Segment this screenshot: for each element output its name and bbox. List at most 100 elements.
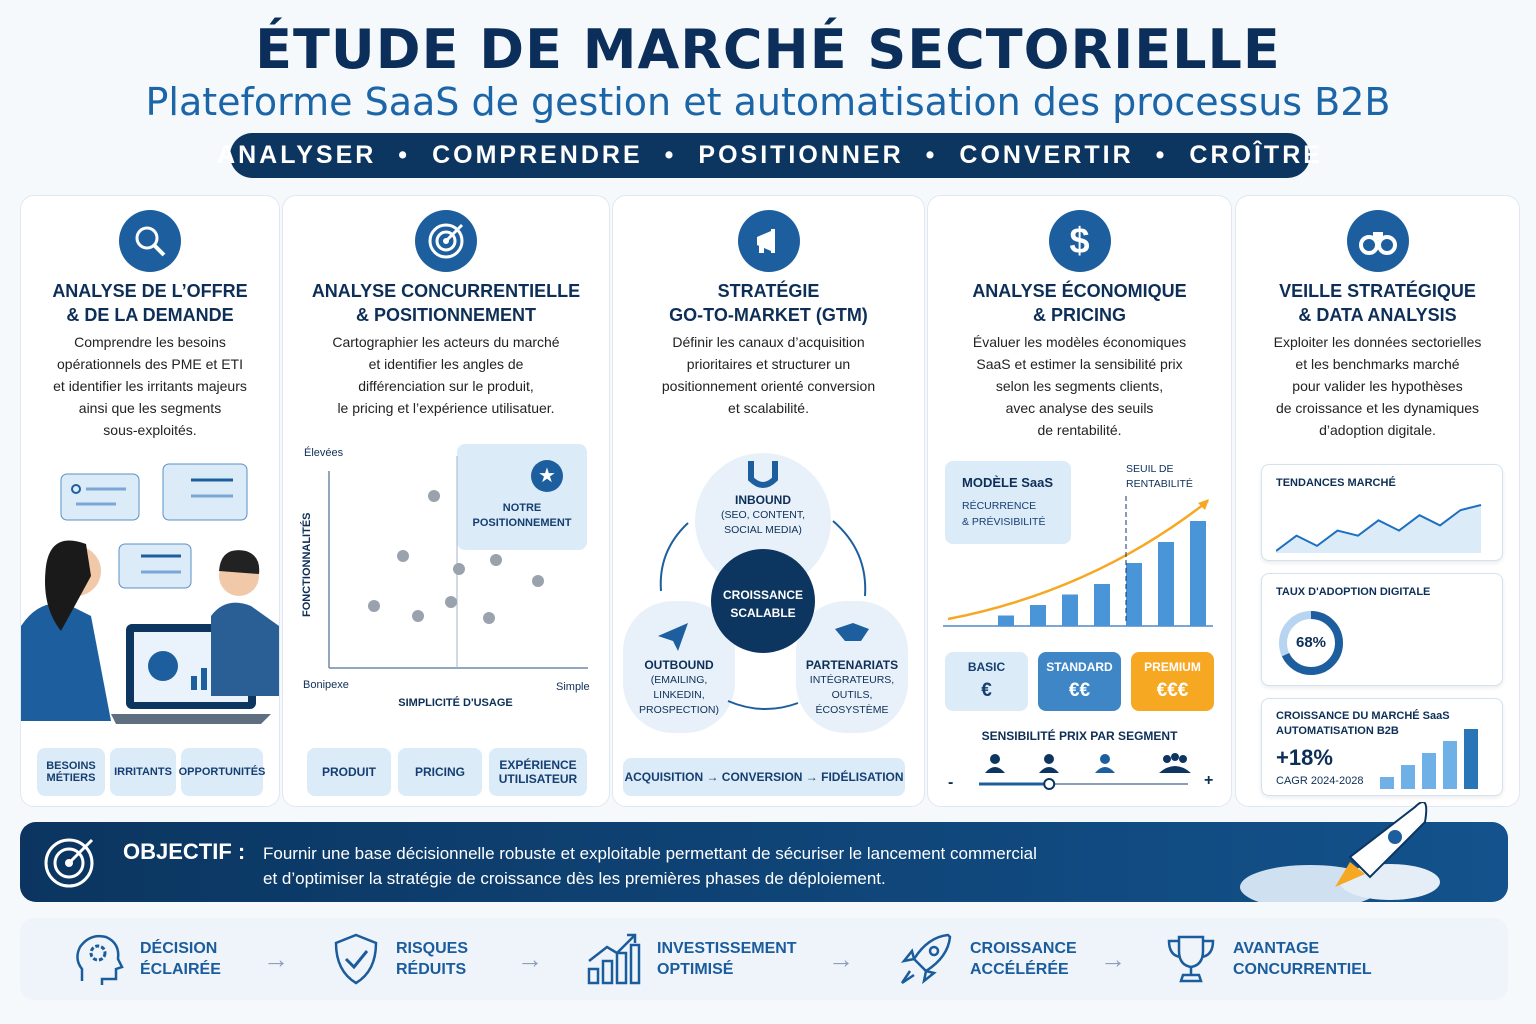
benefit-investissement: INVESTISSEMENT OPTIMISÉ: [585, 918, 807, 1000]
plan-name: STANDARD: [1046, 660, 1113, 674]
dollar-icon: $: [1048, 210, 1111, 272]
arrow-icon: →: [263, 944, 289, 974]
center-croissance: CROISSANCE SCALABLE: [722, 588, 803, 620]
tag-opportunites: OPPORTUNITÉS: [179, 748, 265, 796]
positioning-map: [328, 456, 588, 669]
target-icon: [415, 210, 477, 272]
plan-premium: PREMIUM €€€: [1131, 652, 1214, 711]
column-description: Évaluer les modèles économiques SaaS et e…: [972, 334, 1187, 438]
sensitivity-minus: -: [948, 774, 954, 791]
column-offre-demande: ANALYSE DE L’OFFRE & DE LA DEMANDE Compre…: [20, 195, 280, 807]
outbound-channel: OUTBOUND (EMAILING, LINKEDIN, PROSPECTION): [639, 658, 719, 716]
revenue-bar: [1190, 521, 1206, 626]
head-gear-icon: [76, 934, 124, 985]
arrow-icon: →: [828, 944, 854, 974]
objective-text: Fournir une base décisionnelle robuste e…: [263, 844, 1037, 888]
tag-pricing: PRICING: [398, 748, 482, 796]
rocket-icon: [1240, 802, 1440, 902]
growth-value: +18%: [1276, 745, 1333, 770]
target-icon: [44, 838, 94, 888]
column-title: ANALYSE CONCURRENTIELLE & POSITIONNEMENT: [311, 281, 581, 325]
inbound-channel: INBOUND (SEO, CONTENT, SOCIAL MEDIA): [720, 493, 805, 536]
growth-bar: [1464, 729, 1478, 789]
tag-irritants: IRRITANTS: [110, 748, 176, 796]
column-title: ANALYSE DE L’OFFRE & DE LA DEMANDE: [52, 281, 248, 325]
revenue-bar: [998, 615, 1014, 626]
adoption-donut: [1279, 611, 1343, 675]
column-description: Définir les canaux d’acquisition priorita…: [661, 334, 876, 416]
column-title: VEILLE STRATÉGIQUE & DATA ANALYSIS: [1279, 281, 1476, 325]
x-axis-right-label: Simple: [556, 681, 590, 693]
plan-name: PREMIUM: [1144, 660, 1201, 674]
plan-price: €€: [1068, 680, 1091, 701]
y-axis-label: FONCTIONNALITÉS: [301, 512, 313, 618]
x-axis-left-label: Bonipexe: [303, 679, 349, 691]
sensitivity-scale: [979, 753, 1191, 790]
gtm-cycle: [623, 453, 908, 733]
tag-experience-utilisateur: EXPÉRIENCE UTILISATEUR: [489, 748, 587, 796]
trend-line-chart: [1276, 504, 1482, 553]
plan-basic: BASIC €: [945, 652, 1028, 711]
trend-area: [1276, 505, 1481, 553]
column-title: ANALYSE ÉCONOMIQUE & PRICING: [972, 281, 1187, 325]
cagr-label: CAGR 2024-2028: [1276, 775, 1364, 787]
steps-banner: ANALYSER • COMPRENDRE • POSITIONNER • CONVE…: [217, 133, 1320, 178]
revenue-bar: [1126, 563, 1142, 626]
tag-besoins-metiers: BESOINS MÉTIERS: [37, 748, 105, 796]
star-icon: ★: [531, 460, 563, 492]
growth-chart-icon: [587, 933, 641, 985]
step: COMPRENDRE: [432, 141, 643, 169]
adoption-value: 68%: [1295, 634, 1327, 651]
partnerships-channel: PARTENARIATS INTÉGRATEURS, OUTILS, ÉCOSYSTÈ…: [805, 658, 899, 716]
our-positioning-zone: ★ NOTRE POSITIONNEMENT: [457, 444, 587, 550]
objective-label: OBJECTIF :: [123, 839, 246, 864]
y-axis-top-label: Élevées: [304, 447, 344, 459]
sensitivity-plus: +: [1204, 772, 1214, 789]
binoculars-icon: [1346, 210, 1409, 272]
column-title: STRATÉGIE GO-TO-MARKET (GTM): [669, 281, 868, 325]
objective-banner: OBJECTIF : Fournir une base décisionnell…: [20, 802, 1508, 902]
step: CONVERTIR: [959, 141, 1134, 169]
growth-card: CROISSANCE DU MARCHÉ SaaS AUTOMATISATION …: [1261, 698, 1503, 796]
growth-bars: [1380, 729, 1478, 789]
x-axis-label: SIMPLICITÉ D'USAGE: [398, 697, 513, 709]
competitor-dots: [368, 490, 544, 624]
benefit-risques: RISQUES RÉDUITS: [332, 918, 536, 1000]
plan-price: €€€: [1156, 680, 1189, 701]
tag-produit: PRODUIT: [307, 748, 391, 796]
paper-plane-icon: [658, 623, 688, 651]
plan-name: BASIC: [967, 660, 1006, 674]
trend-line: [1276, 504, 1482, 552]
revenue-chart: [943, 496, 1213, 627]
revenue-bar: [1094, 584, 1110, 626]
trophy-icon: [1167, 935, 1215, 983]
people-laptop-illustration: [21, 463, 279, 724]
adoption-card: TAUX D'ADOPTION DIGITALE 68%: [1261, 573, 1503, 686]
saas-model-box: MODÈLE SaaS RÉCURRENCE & PRÉVISIBILITÉ: [945, 461, 1071, 544]
arrow-icon: →: [1100, 944, 1126, 974]
column-economique: $ ANALYSE ÉCONOMIQUE & PRICING Évaluer le…: [927, 195, 1232, 807]
revenue-bar: [1062, 594, 1078, 626]
column-gtm: STRATÉGIE GO-TO-MARKET (GTM) Définir les …: [612, 195, 925, 807]
trend-card: TENDANCES MARCHÉ: [1261, 464, 1503, 561]
benefit-decision: DÉCISION ÉCLAIRÉE: [72, 918, 280, 1000]
magnet-icon: [748, 461, 778, 488]
growth-curve: [947, 500, 1209, 621]
benefit-croissance: CROISSANCE ACCÉLÉRÉE: [898, 918, 1110, 1000]
benefit-avantage: AVANTAGE CONCURRENTIEL: [1165, 918, 1393, 1000]
page-title: ÉTUDE DE MARCHÉ SECTORIELLE: [255, 18, 1281, 81]
arrow-icon: →: [517, 944, 543, 974]
megaphone-icon: [737, 210, 800, 272]
column-veille: VEILLE STRATÉGIQUE & DATA ANALYSIS Exploi…: [1235, 195, 1520, 807]
plan-price: €: [981, 680, 992, 701]
magnifier-icon: [119, 210, 181, 272]
funnel-banner: ACQUISITION → CONVERSION → FIDÉLISATION: [623, 758, 905, 796]
growth-bar: [1443, 741, 1457, 789]
growth-bar: [1380, 777, 1394, 789]
step: ANALYSER: [217, 141, 377, 169]
benefits-strip: DÉCISION ÉCLAIRÉE → RISQUES RÉDUITS → INVE…: [20, 918, 1508, 1000]
page-subtitle: Plateforme SaaS de gestion et automatisa…: [145, 80, 1391, 124]
threshold-label: SEUIL DE RENTABILITÉ: [1126, 463, 1193, 490]
sensitivity-label: SENSIBILITÉ PRIX PAR SEGMENT: [981, 729, 1178, 743]
step: CROÎTRE: [1189, 141, 1323, 169]
